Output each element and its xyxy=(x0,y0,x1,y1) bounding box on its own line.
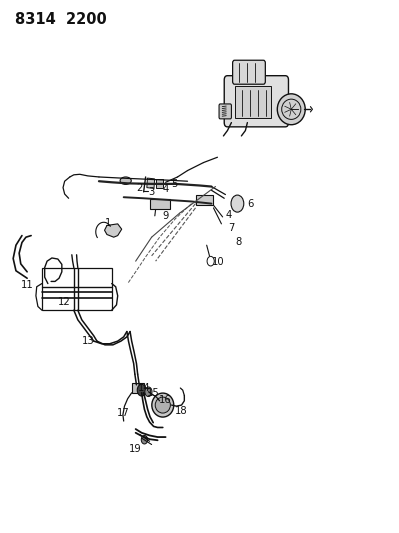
Text: 14: 14 xyxy=(138,383,151,393)
Circle shape xyxy=(141,435,148,444)
Text: 3: 3 xyxy=(148,187,155,197)
Text: 5: 5 xyxy=(172,179,178,189)
Bar xyxy=(156,179,163,188)
Bar xyxy=(196,195,213,205)
Text: 1: 1 xyxy=(105,218,112,228)
FancyBboxPatch shape xyxy=(224,76,288,127)
Text: 19: 19 xyxy=(128,444,141,454)
Circle shape xyxy=(137,384,146,396)
FancyBboxPatch shape xyxy=(219,104,231,119)
Text: 6: 6 xyxy=(247,199,254,208)
Text: 8314  2200: 8314 2200 xyxy=(15,12,107,27)
Text: 17: 17 xyxy=(117,408,130,418)
Circle shape xyxy=(231,195,244,212)
Text: 13: 13 xyxy=(82,336,95,346)
Bar xyxy=(235,86,271,118)
Text: 12: 12 xyxy=(58,297,71,306)
Ellipse shape xyxy=(277,94,305,125)
Text: 18: 18 xyxy=(175,407,188,416)
Bar xyxy=(42,268,112,310)
Text: 11: 11 xyxy=(21,280,34,289)
Ellipse shape xyxy=(120,177,131,184)
Ellipse shape xyxy=(152,393,174,417)
Text: 7: 7 xyxy=(228,223,235,233)
Bar xyxy=(147,178,155,189)
Text: 4: 4 xyxy=(162,184,169,194)
Polygon shape xyxy=(105,224,122,237)
Ellipse shape xyxy=(155,397,170,413)
Text: 10: 10 xyxy=(212,257,225,267)
Bar xyxy=(132,383,144,393)
Text: 8: 8 xyxy=(235,237,242,247)
Bar xyxy=(150,199,170,209)
FancyBboxPatch shape xyxy=(233,60,265,84)
Text: 9: 9 xyxy=(162,212,169,221)
Circle shape xyxy=(145,387,152,397)
Text: 2: 2 xyxy=(136,183,143,192)
Text: 15: 15 xyxy=(146,389,159,398)
Text: 4: 4 xyxy=(225,210,231,220)
Text: 16: 16 xyxy=(159,395,172,405)
